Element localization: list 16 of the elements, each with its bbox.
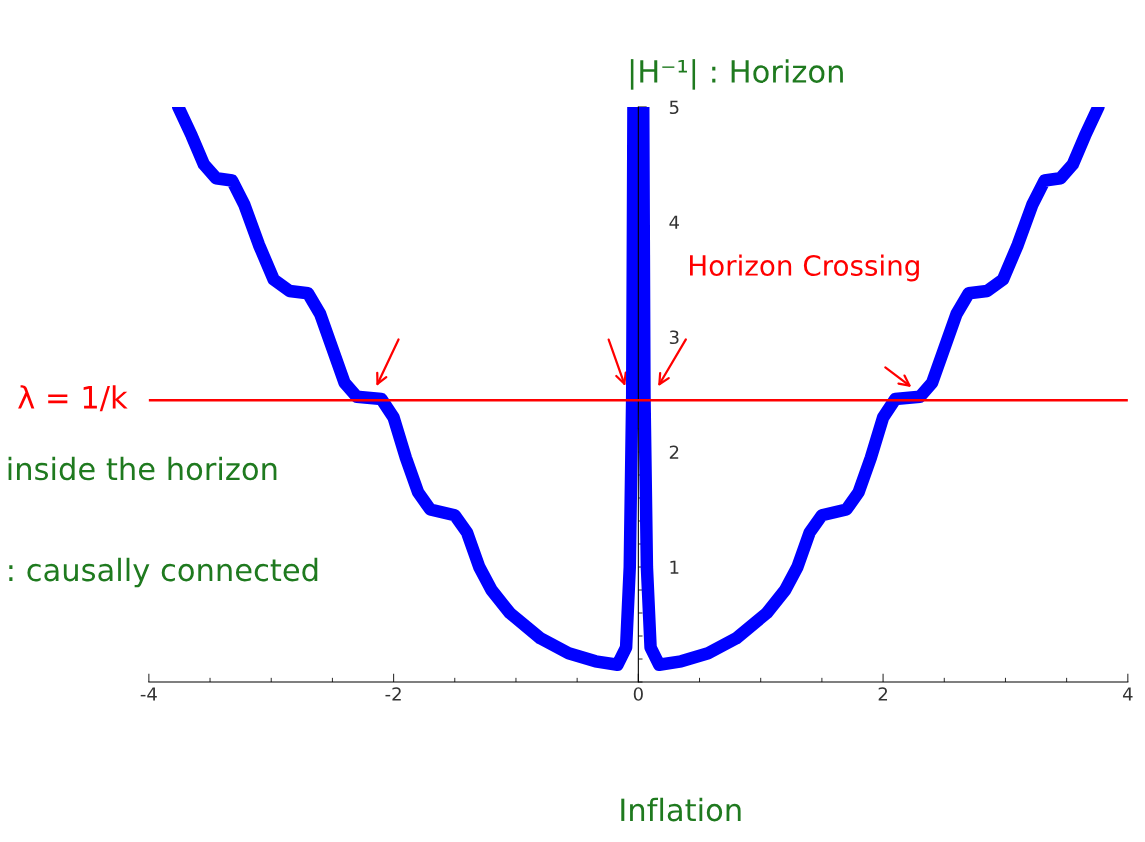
- y-tick-label: 3: [669, 330, 679, 345]
- annotation: Horizon Crossing: [690, 254, 919, 282]
- x-tick-label: -2: [385, 687, 401, 701]
- y-tick-label: 2: [669, 445, 679, 459]
- x-tick-label: -4: [140, 687, 157, 701]
- x-tick-label: 2: [878, 687, 888, 701]
- x-tick-label: 4: [1122, 687, 1133, 701]
- x-tick-label: 0: [633, 687, 643, 701]
- annotation: inside the horizon: [8, 456, 277, 481]
- y-tick-label: 5: [669, 100, 679, 115]
- y-tick-label: 4: [669, 215, 679, 229]
- text: Inflation: [621, 797, 741, 822]
- y-axis-title: |H⁻¹| : Horizon: [630, 59, 843, 90]
- annotation: : causally connected: [9, 557, 318, 588]
- text: λ = 1/k: [18, 385, 128, 412]
- y-tick-label: 1: [670, 560, 679, 574]
